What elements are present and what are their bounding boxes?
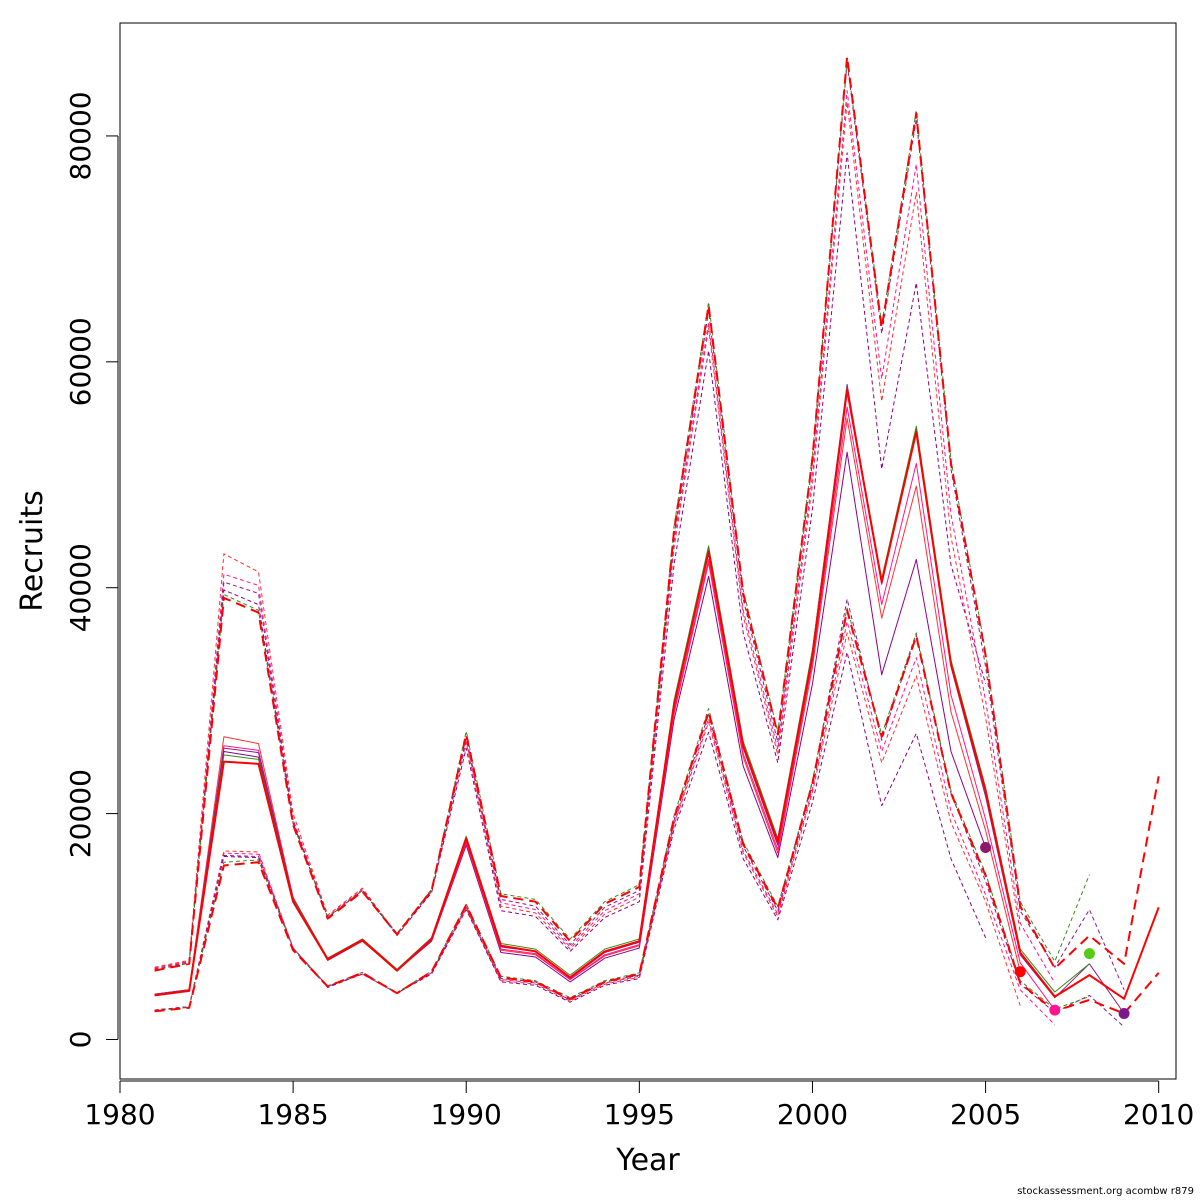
x-tick-label: 1995 bbox=[604, 1098, 675, 1131]
series-line-retro-lower bbox=[154, 598, 1125, 1028]
y-tick-label: 40000 bbox=[64, 543, 97, 632]
series-line-retro-upper bbox=[154, 62, 1125, 990]
series-line-retro-upper bbox=[154, 101, 1021, 968]
x-tick-label: 1985 bbox=[257, 1098, 328, 1131]
series-line-estimate bbox=[154, 389, 1160, 1000]
x-tick-label: 2000 bbox=[777, 1098, 848, 1131]
terminal-point bbox=[1049, 1004, 1061, 1016]
series-layer bbox=[154, 55, 1160, 1028]
plot-frame bbox=[119, 22, 1177, 1080]
series-line-retro-lower bbox=[154, 632, 1021, 1011]
x-axis-label: Year bbox=[615, 1143, 680, 1178]
terminal-point bbox=[1083, 948, 1095, 960]
series-line-retro-lower bbox=[154, 607, 1090, 1012]
x-tick-label: 2005 bbox=[950, 1098, 1021, 1131]
series-line-retro-lower bbox=[154, 621, 1056, 1026]
y-axis: 0 20000 40000 60000 80000 bbox=[64, 91, 119, 1049]
y-tick-label: 20000 bbox=[64, 769, 97, 858]
y-axis-label: Recruits bbox=[15, 490, 50, 612]
terminal-point bbox=[1014, 966, 1026, 978]
series-line-retro-upper bbox=[154, 90, 1056, 984]
series-line-lower bbox=[154, 609, 1160, 1015]
y-tick-label: 60000 bbox=[64, 317, 97, 406]
series-line-retro bbox=[154, 417, 1021, 995]
series-line-retro-lower bbox=[154, 651, 987, 1011]
x-axis: 1980 1985 1990 1995 2000 2005 2010 bbox=[84, 1080, 1194, 1131]
y-tick-label: 0 bbox=[64, 1031, 97, 1049]
series-line-upper bbox=[154, 55, 1160, 972]
credit-text: stockassessment.org acombw r879 bbox=[1017, 1186, 1194, 1197]
terminal-point bbox=[1118, 1007, 1130, 1019]
x-tick-label: 1990 bbox=[431, 1098, 502, 1131]
series-line-retro bbox=[154, 406, 1056, 1011]
y-tick-label: 80000 bbox=[64, 91, 97, 180]
terminal-point bbox=[980, 841, 992, 853]
x-tick-label: 1980 bbox=[84, 1098, 155, 1131]
points-layer bbox=[980, 841, 1130, 1019]
series-line-retro bbox=[154, 383, 1125, 1014]
x-tick-label: 2010 bbox=[1123, 1098, 1194, 1131]
